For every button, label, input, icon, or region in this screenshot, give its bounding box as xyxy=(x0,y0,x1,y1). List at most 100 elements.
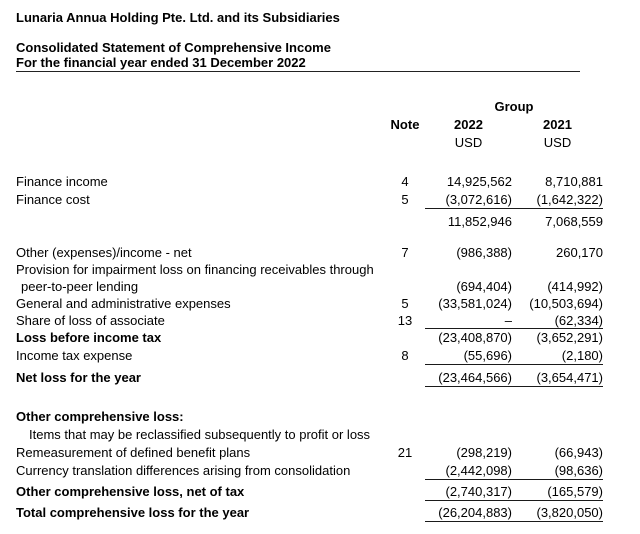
note-value xyxy=(385,483,425,501)
value-2022: 11,852,946 xyxy=(447,214,512,229)
table-row-share-of-loss-associate: Share of loss of associate 13 – (62,334) xyxy=(0,312,640,329)
table-row-other-expenses-income: Other (expenses)/income - net 7 (986,388… xyxy=(0,244,640,261)
row-label: Currency translation differences arising… xyxy=(16,463,351,478)
row-label: Finance cost xyxy=(16,192,90,207)
note-value xyxy=(385,329,425,347)
note-value: 5 xyxy=(401,192,409,207)
group-header-row: Group xyxy=(0,98,640,116)
table-row-finance-cost: Finance cost 5 (3,072,616) (1,642,322) xyxy=(0,191,640,209)
table-row-currency-translation: Currency translation differences arising… xyxy=(0,462,640,480)
value-2022: (2,442,098) xyxy=(445,463,513,478)
title-block: Consolidated Statement of Comprehensive … xyxy=(16,40,580,72)
row-label: Finance income xyxy=(16,174,108,189)
note-value xyxy=(385,369,425,387)
value-2022: (2,740,317) xyxy=(445,484,513,499)
value-2021: (1,642,322) xyxy=(536,192,604,207)
value-2021: (165,579) xyxy=(547,484,603,499)
note-value: 8 xyxy=(401,348,409,363)
value-2022 xyxy=(425,261,512,278)
value-2022: (33,581,024) xyxy=(438,296,512,311)
row-label: Total comprehensive loss for the year xyxy=(16,505,250,520)
table-row-finance-income: Finance income 4 14,925,562 8,710,881 xyxy=(0,173,640,191)
value-2021: (66,943) xyxy=(554,445,603,460)
row-label: General and administrative expenses xyxy=(16,296,231,311)
table-row-loss-before-income-tax: Loss before income tax (23,408,870) (3,65… xyxy=(0,329,640,347)
note-value xyxy=(385,213,425,231)
note-value xyxy=(385,504,425,522)
value-2022: (3,072,616) xyxy=(445,192,513,207)
note-value xyxy=(385,462,425,480)
value-2021: (414,992) xyxy=(547,279,603,294)
value-2021: 7,068,559 xyxy=(545,214,603,229)
value-2021 xyxy=(512,408,603,426)
row-label xyxy=(0,213,385,231)
group-header: Group xyxy=(494,99,534,114)
section-heading: Other comprehensive loss: xyxy=(16,409,184,424)
value-2021: (3,652,291) xyxy=(536,330,604,345)
value-2021: (3,820,050) xyxy=(536,505,604,520)
column-headers: Group Note 2022 2021 USD USD xyxy=(0,98,640,152)
company-name: Lunaria Annua Holding Pte. Ltd. and its … xyxy=(16,10,340,25)
row-label: Net loss for the year xyxy=(16,370,141,385)
value-2021: (62,334) xyxy=(554,313,603,328)
value-2022 xyxy=(425,408,512,426)
table-row-other-comprehensive-loss-heading: Other comprehensive loss: xyxy=(0,408,640,426)
currency-header-row: USD USD xyxy=(0,134,640,152)
value-2021: (3,654,471) xyxy=(536,370,604,385)
table-row-remeasurement-benefit-plans: Remeasurement of defined benefit plans 2… xyxy=(0,444,640,462)
row-label: Provision for impairment loss on financi… xyxy=(16,262,374,277)
statement-period: For the financial year ended 31 December… xyxy=(16,55,306,70)
value-2021: (98,636) xyxy=(554,463,603,478)
table-row-items-reclassified: Items that may be reclassified subsequen… xyxy=(0,426,640,444)
note-value xyxy=(385,426,425,444)
value-2022: 14,925,562 xyxy=(446,174,512,189)
value-2021 xyxy=(512,261,603,278)
row-label: Income tax expense xyxy=(16,348,133,363)
table-row-income-tax-expense: Income tax expense 8 (55,696) (2,180) xyxy=(0,347,640,365)
row-label: Remeasurement of defined benefit plans xyxy=(16,445,251,460)
row-label: peer-to-peer lending xyxy=(21,279,139,294)
value-2022: (23,408,870) xyxy=(438,330,512,345)
value-2022: (986,388) xyxy=(456,245,512,260)
table-row-general-admin-expenses: General and administrative expenses 5 (3… xyxy=(0,295,640,312)
statement-title: Consolidated Statement of Comprehensive … xyxy=(16,40,331,55)
value-2022: (55,696) xyxy=(463,348,512,363)
value-2021: (10,503,694) xyxy=(529,296,603,311)
note-header: Note xyxy=(390,117,420,132)
table-row-provision-impairment-line2: peer-to-peer lending (694,404) (414,992) xyxy=(0,278,640,295)
currency-2021-header: USD xyxy=(543,135,572,150)
value-2021: (2,180) xyxy=(561,348,603,363)
table-row-total-comprehensive-loss: Total comprehensive loss for the year (2… xyxy=(0,504,640,522)
note-value xyxy=(385,408,425,426)
row-label: Other (expenses)/income - net xyxy=(16,245,192,260)
currency-2022-header: USD xyxy=(454,135,483,150)
note-value: 21 xyxy=(397,445,413,460)
value-2022: (23,464,566) xyxy=(438,370,512,385)
statement-page: Lunaria Annua Holding Pte. Ltd. and its … xyxy=(0,10,640,522)
note-value xyxy=(385,261,425,278)
year-2022-header: 2022 xyxy=(454,117,483,132)
table-row-net-loss-for-year: Net loss for the year (23,464,566) (3,654… xyxy=(0,369,640,387)
row-label: Items that may be reclassified subsequen… xyxy=(29,427,371,442)
table-row-net-finance-subtotal: 11,852,946 7,068,559 xyxy=(0,213,640,231)
value-2022: (298,219) xyxy=(456,445,512,460)
value-2022: (26,204,883) xyxy=(438,505,512,520)
value-2021 xyxy=(512,426,603,444)
note-value: 7 xyxy=(401,245,409,260)
value-2022: – xyxy=(504,313,512,328)
note-value: 5 xyxy=(401,296,409,311)
note-value xyxy=(385,278,425,295)
statement-table: Finance income 4 14,925,562 8,710,881 Fin… xyxy=(0,173,640,522)
value-2022 xyxy=(425,426,512,444)
row-label: Share of loss of associate xyxy=(16,313,165,328)
value-2021: 8,710,881 xyxy=(545,174,603,189)
note-value: 13 xyxy=(397,313,413,328)
value-2021: 260,170 xyxy=(556,245,603,260)
table-row-other-comprehensive-loss-net: Other comprehensive loss, net of tax (2,… xyxy=(0,483,640,501)
row-label: Loss before income tax xyxy=(16,330,162,345)
note-value: 4 xyxy=(401,174,409,189)
year-2021-header: 2021 xyxy=(543,117,572,132)
value-2022: (694,404) xyxy=(456,279,512,294)
table-row-provision-impairment-line1: Provision for impairment loss on financi… xyxy=(0,261,640,278)
row-label: Other comprehensive loss, net of tax xyxy=(16,484,245,499)
